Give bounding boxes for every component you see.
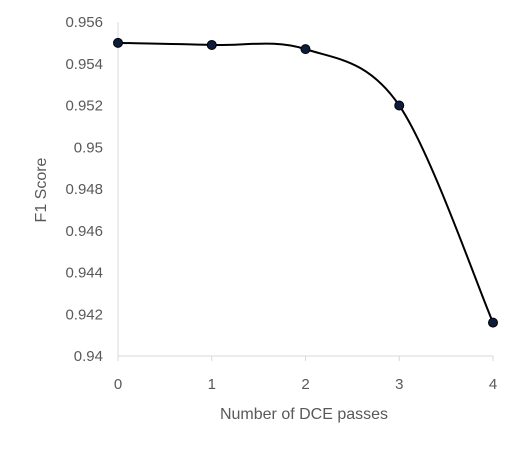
data-point — [300, 44, 311, 55]
x-tick-label: 4 — [489, 376, 497, 393]
y-tick-label: 0.946 — [65, 223, 103, 240]
y-tick-label: 0.956 — [65, 14, 103, 31]
x-tick-label: 3 — [395, 376, 403, 393]
data-point — [394, 100, 405, 111]
y-tick-label: 0.94 — [74, 348, 103, 365]
y-tick-label: 0.95 — [74, 139, 103, 156]
data-point — [113, 37, 123, 48]
data-point-markers — [113, 37, 498, 328]
x-tick-label: 1 — [208, 376, 216, 393]
y-tick-label: 0.952 — [65, 98, 103, 115]
data-point — [206, 39, 217, 50]
x-axis-ticks: 0 1 2 3 4 — [114, 356, 497, 393]
y-axis-title: F1 Score — [33, 157, 50, 222]
series-line — [117, 41, 494, 323]
x-tick-label: 0 — [114, 376, 122, 393]
x-axis-title: Number of DCE passes — [220, 406, 388, 423]
y-tick-label: 0.954 — [65, 56, 103, 73]
x-tick-label: 2 — [301, 376, 309, 393]
y-tick-label: 0.948 — [65, 181, 103, 198]
y-tick-label: 0.942 — [65, 306, 103, 323]
y-tick-label: 0.944 — [65, 265, 103, 282]
y-axis-ticks: 0.94 0.942 0.944 0.946 0.948 0.95 0.952 0.954 0.… — [65, 14, 103, 365]
data-point — [488, 317, 498, 328]
